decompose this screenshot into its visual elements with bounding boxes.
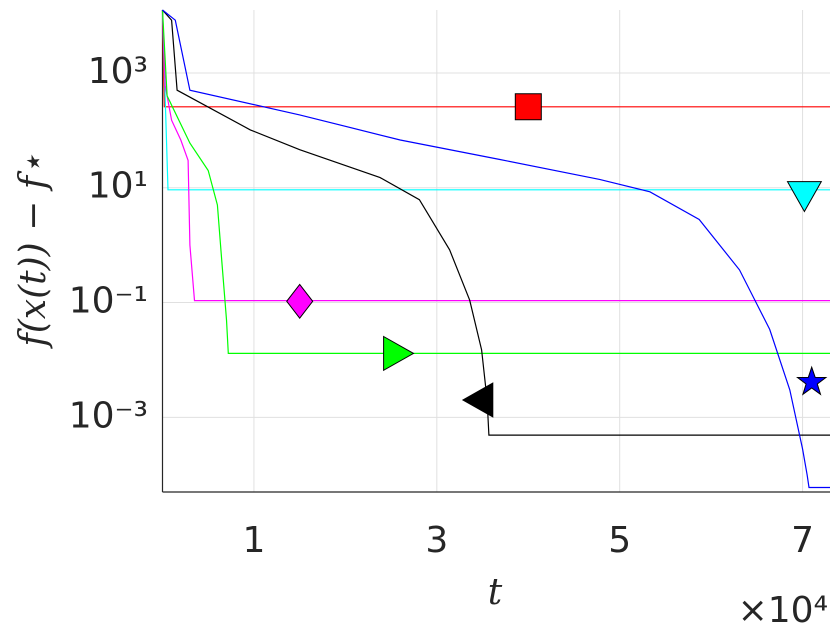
x-tick-label: 3 bbox=[425, 520, 448, 561]
series-line bbox=[161, 9, 830, 191]
series-line bbox=[162, 9, 830, 489]
x-tick-label: 1 bbox=[242, 520, 265, 561]
series-marker bbox=[796, 365, 828, 396]
series-line bbox=[162, 9, 830, 436]
x-tick-label: 7 bbox=[791, 520, 814, 561]
x-multiplier: ×10⁴ bbox=[738, 590, 828, 631]
series-line bbox=[161, 9, 830, 354]
x-tick-label: 5 bbox=[608, 520, 631, 561]
y-tick-label: 10⁻¹ bbox=[69, 281, 148, 322]
y-tick-label: 10⁻³ bbox=[69, 395, 148, 436]
series-line bbox=[161, 9, 830, 108]
series-marker bbox=[786, 181, 823, 213]
series-marker bbox=[383, 335, 415, 372]
series-marker bbox=[461, 382, 494, 418]
series-marker bbox=[286, 283, 314, 320]
y-tick-label: 10³ bbox=[88, 51, 148, 92]
x-axis-label: t bbox=[488, 572, 503, 613]
series-marker bbox=[514, 93, 542, 121]
y-axis-label: f(x(t)) − f⋆ bbox=[13, 153, 54, 349]
y-tick-label: 10¹ bbox=[88, 166, 148, 207]
